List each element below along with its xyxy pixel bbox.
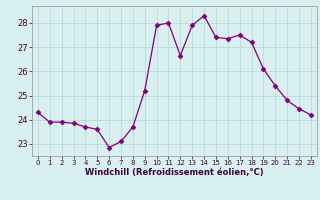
X-axis label: Windchill (Refroidissement éolien,°C): Windchill (Refroidissement éolien,°C) [85, 168, 264, 177]
